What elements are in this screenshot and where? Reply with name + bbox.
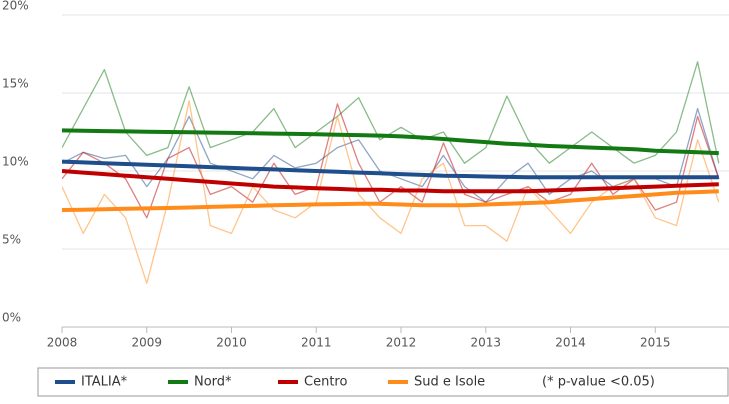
x-tick-label: 2015 [640, 336, 671, 350]
x-tick-label: 2008 [47, 336, 78, 350]
x-tick-label: 2014 [555, 336, 586, 350]
x-tick-label: 2010 [216, 336, 247, 350]
y-tick-label: 15% [2, 77, 29, 91]
x-tick-label: 2011 [301, 336, 332, 350]
x-tick-label: 2012 [386, 336, 417, 350]
legend-box [37, 367, 729, 397]
trend-line [62, 159, 719, 180]
trend-line [62, 169, 719, 194]
trend-line [62, 189, 719, 212]
raw-line [62, 103, 720, 219]
y-tick-label: 10% [2, 155, 29, 169]
legend-label: Centro [304, 375, 347, 390]
x-tick-label: 2013 [470, 336, 501, 350]
legend-label: ITALIA* [81, 375, 128, 390]
trend-line [62, 128, 719, 156]
y-tick-label: 0% [2, 311, 21, 325]
y-tick-label: 20% [2, 0, 29, 13]
raw-line [62, 61, 720, 164]
legend-note: (* p-value <0.05) [542, 375, 655, 390]
legend-label: Sud e Isole [414, 375, 485, 390]
y-tick-label: 5% [2, 233, 21, 247]
x-tick-label: 2009 [131, 336, 162, 350]
legend-label: Nord* [194, 375, 232, 390]
